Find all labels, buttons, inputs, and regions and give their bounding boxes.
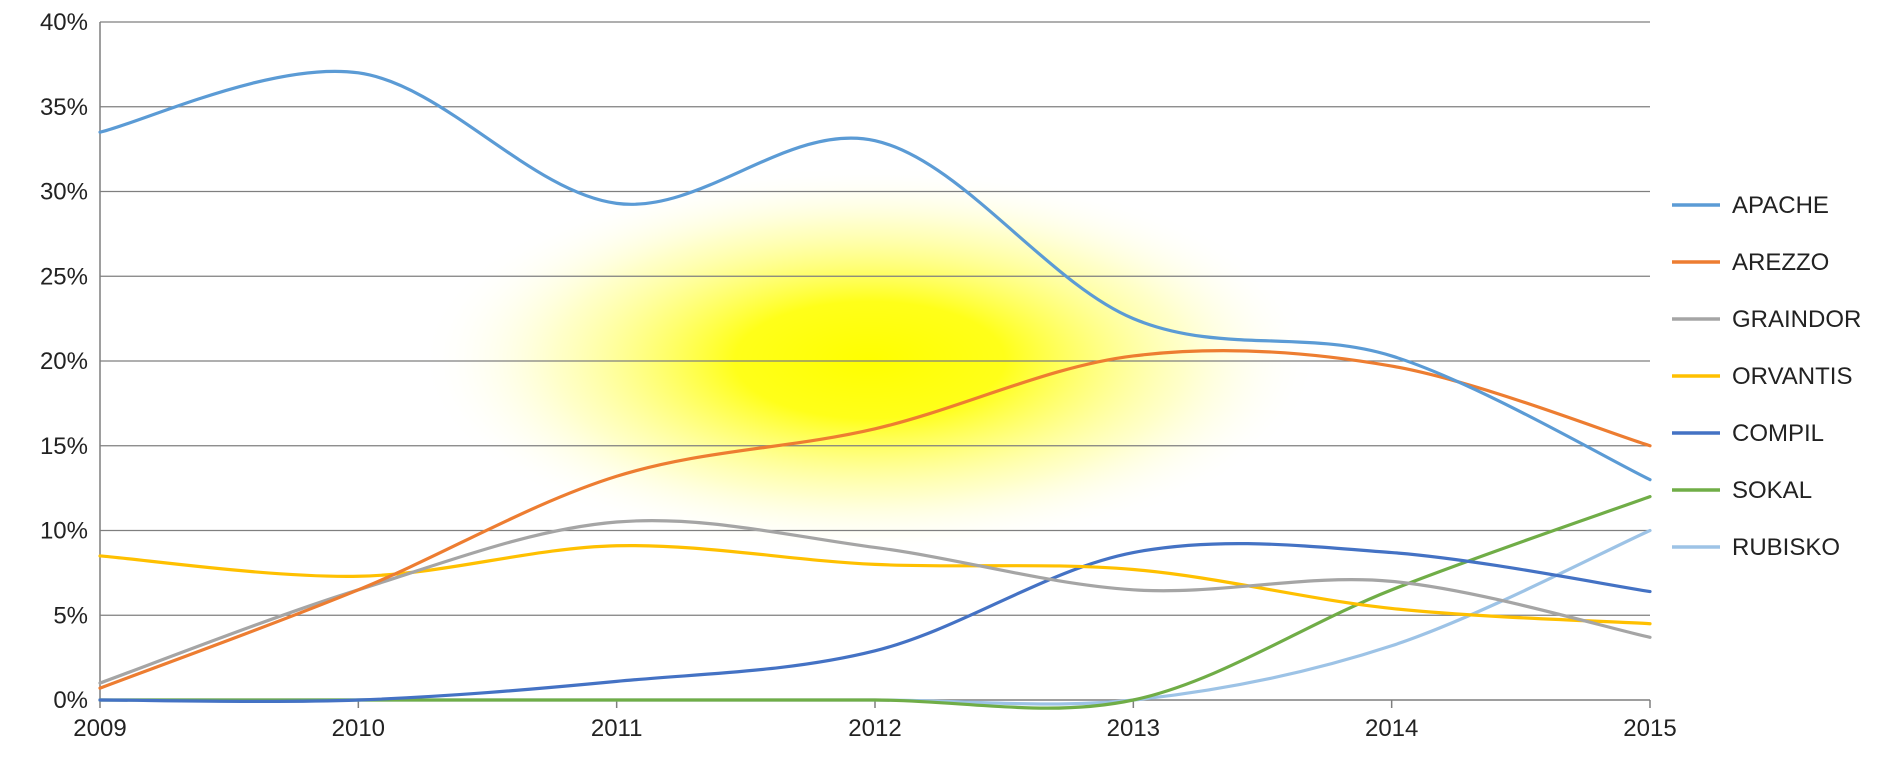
y-tick-label: 10% [40,518,88,545]
series-line-orvantis [98,543,1652,626]
series-line-rubisko [98,528,1652,706]
legend-label-sokal: SOKAL [1732,477,1812,504]
x-tick-label: 2015 [1623,715,1676,742]
y-tick-label: 5% [53,602,88,629]
y-tick-label: 0% [53,687,88,714]
legend-label-apache: APACHE [1732,192,1829,219]
legend-label-orvantis: ORVANTIS [1732,363,1852,390]
x-tick-label: 2013 [1107,715,1160,742]
legend-label-compil: COMPIL [1732,420,1824,447]
series-line-arezzo [98,348,1652,690]
gridlines [100,21,1650,616]
y-tick-label: 30% [40,179,88,206]
legend-label-graindor: GRAINDOR [1732,306,1861,333]
x-tick-label: 2009 [73,715,126,742]
x-tick-label: 2010 [332,715,385,742]
series-line-compil [98,541,1652,703]
y-tick-label: 40% [40,9,88,36]
x-tick-label: 2011 [591,715,643,742]
y-tick-label: 25% [40,263,88,290]
x-tick-label: 2014 [1365,715,1418,742]
series-lines [98,69,1652,710]
series-line-apache [98,69,1652,482]
legend: APACHE AREZZO GRAINDOR ORVANTIS COMPIL SOKAL R… [1672,192,1861,561]
legend-label-arezzo: AREZZO [1732,249,1829,276]
highlight-glow [420,165,1320,555]
axes: 0% 5% 10% 15% 20% 25% 30% 35% 40% 2009 2010 2011 201… [40,9,1677,742]
y-tick-label: 35% [40,94,88,121]
legend-label-rubisko: RUBISKO [1732,534,1840,561]
x-tick-label: 2012 [848,715,901,742]
y-tick-label: 15% [40,433,88,460]
y-tick-label: 20% [40,348,88,375]
